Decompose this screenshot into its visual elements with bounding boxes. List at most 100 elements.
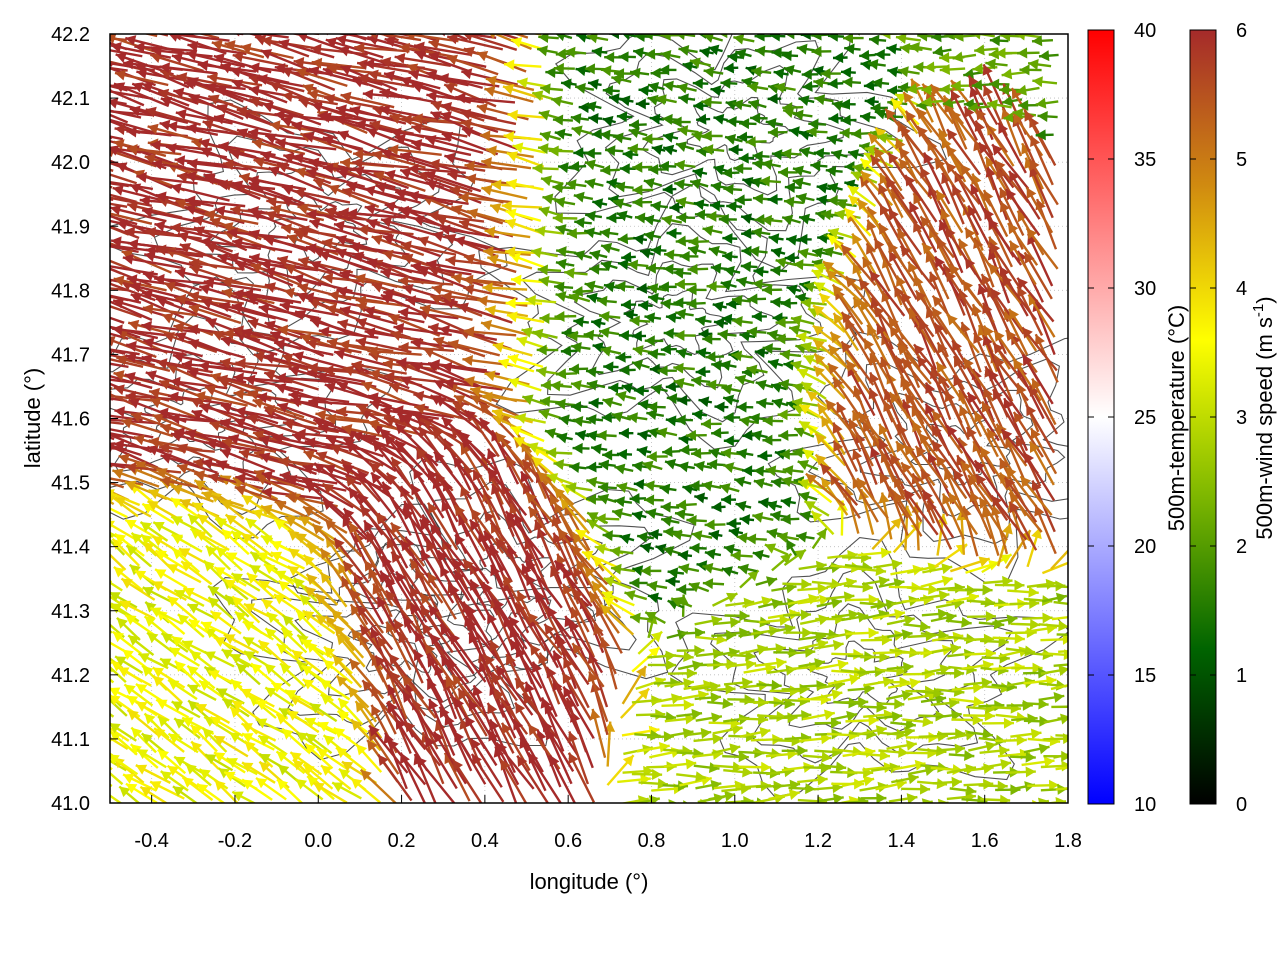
wind-arrow-head <box>836 402 847 414</box>
wind-arrow-head <box>560 498 572 510</box>
wind-arrow-head <box>338 207 349 219</box>
wind-arrow-shaft <box>170 184 230 202</box>
wind-arrow-head <box>58 455 69 466</box>
wind-arrow-head <box>187 367 198 379</box>
wind-arrow-head <box>638 688 650 700</box>
wind-arrow-head <box>83 457 93 468</box>
wind-arrow-head <box>379 88 391 99</box>
wind-arrow-shaft <box>584 806 604 808</box>
wind-arrow-head <box>689 480 700 492</box>
wind-arrow-head <box>400 168 412 179</box>
wind-arrow-head <box>286 474 298 486</box>
wind-arrow-head <box>313 782 325 793</box>
wind-arrow-head <box>751 430 763 441</box>
wind-arrow-head <box>395 440 407 452</box>
wind-arrow-head <box>141 733 153 745</box>
wind-arrow-head <box>199 680 211 691</box>
wind-arrow-head <box>710 779 722 791</box>
wind-arrow-head <box>228 252 240 264</box>
wind-arrow-head <box>782 214 794 226</box>
wind-arrow-head <box>386 537 397 549</box>
wind-arrow-head <box>484 86 496 97</box>
wind-arrow-head <box>454 505 465 517</box>
wind-arrow-head <box>405 34 415 41</box>
wind-arrow-head <box>490 483 502 495</box>
wind-arrow-head <box>411 484 422 496</box>
wind-arrow-head <box>507 353 519 365</box>
wind-arrow-head <box>748 246 760 257</box>
wind-arrow-head <box>692 167 704 179</box>
wind-arrow-shaft <box>110 136 113 140</box>
wind-arrow-shaft <box>89 10 141 32</box>
wind-arrow-head <box>525 560 536 572</box>
wind-arrow-head <box>288 390 300 402</box>
wind-arrow-head <box>797 745 808 757</box>
wind-arrow-head <box>834 209 846 221</box>
wind-arrow-head <box>615 351 626 363</box>
wind-arrow-shaft <box>56 433 107 454</box>
wind-arrow-head <box>779 448 790 460</box>
wind-arrow-head <box>673 377 685 389</box>
wind-arrow-head <box>380 405 392 417</box>
wind-arrow-head <box>690 178 702 190</box>
wind-arrow-head <box>555 224 567 235</box>
wind-arrow-head <box>342 464 355 476</box>
wind-arrow-head <box>302 610 315 622</box>
wind-arrow-head <box>605 145 616 157</box>
wind-arrow-head <box>600 260 612 272</box>
wind-arrow-head <box>454 697 465 710</box>
wind-arrow-head <box>428 210 439 222</box>
wind-arrow-head <box>720 77 731 89</box>
wind-arrow-head <box>458 688 469 700</box>
wind-arrow-head <box>263 404 276 416</box>
wind-arrow-head <box>828 344 840 357</box>
wind-arrow-head <box>334 624 345 636</box>
wind-arrow-head <box>323 659 335 671</box>
wind-arrow-head <box>471 754 482 766</box>
wind-arrow-head <box>336 104 347 116</box>
wind-arrow-head <box>792 382 804 394</box>
wind-arrow-head <box>572 532 584 544</box>
wind-arrow-head <box>360 624 371 637</box>
wind-arrow-head <box>516 336 528 347</box>
wind-arrow-shaft <box>186 51 246 68</box>
wind-arrow-head <box>398 205 410 217</box>
wind-arrow-head <box>800 297 812 309</box>
wind-arrow-shaft <box>871 806 896 808</box>
wind-arrow-head <box>333 655 344 667</box>
wind-arrow-head <box>236 105 248 117</box>
wind-arrow-head <box>414 41 425 53</box>
wind-arrow-head <box>636 446 648 457</box>
wind-arrow-head <box>304 717 317 728</box>
wind-arrow-head <box>335 235 348 246</box>
wind-arrow-head <box>572 415 584 427</box>
wind-arrow-head <box>435 215 448 226</box>
wind-arrow-head <box>55 74 66 85</box>
wind-arrow-head <box>573 250 586 261</box>
wind-arrow-head <box>260 49 273 60</box>
wind-arrow-head <box>324 93 335 105</box>
wind-arrow-head <box>356 605 368 617</box>
wind-arrow-head <box>701 480 713 492</box>
wind-arrow-head <box>220 402 233 414</box>
wind-arrow-head <box>729 616 741 628</box>
wind-arrow-head <box>552 182 563 194</box>
wind-arrow-head <box>463 34 473 42</box>
wind-arrow-head <box>552 650 563 662</box>
wind-arrow-head <box>586 292 598 304</box>
wind-arrow-head <box>382 249 394 261</box>
wind-arrow-head <box>115 656 127 667</box>
wind-arrow-head <box>633 47 644 59</box>
wind-arrow-head <box>614 181 626 193</box>
wind-arrow-head <box>613 198 625 209</box>
wind-arrow-head <box>602 397 614 408</box>
wind-arrow-head <box>467 208 479 219</box>
wind-arrow-head <box>315 615 328 626</box>
wind-arrow-head <box>336 406 347 418</box>
wind-arrow-head <box>545 67 556 79</box>
wind-arrow-head <box>298 256 310 268</box>
wind-arrow-head <box>452 759 464 772</box>
wind-arrow-head <box>525 574 536 587</box>
wind-arrow-head <box>451 273 463 284</box>
wind-arrow-head <box>147 501 159 511</box>
